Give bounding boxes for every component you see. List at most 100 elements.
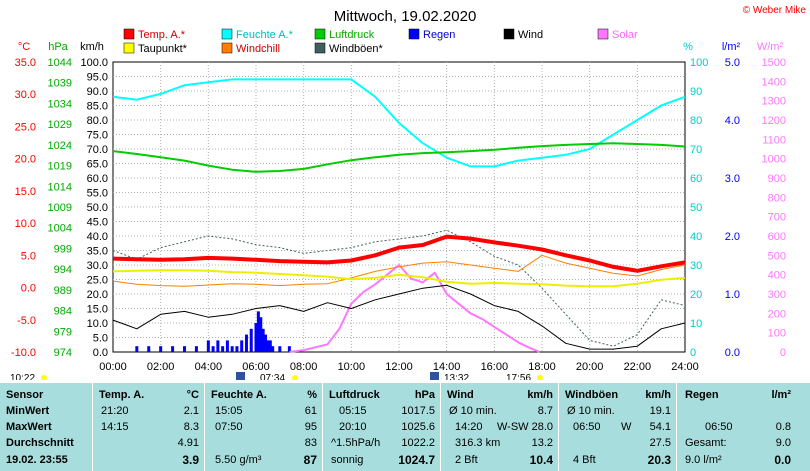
gusts-max-time: 06:50 bbox=[573, 421, 601, 433]
wind-beaufort: 2 Bft bbox=[455, 454, 478, 466]
legend-swatch-8 bbox=[314, 42, 326, 54]
wind-current-value: 10.4 bbox=[529, 453, 553, 467]
pressure-tick-label: 1029 bbox=[48, 119, 72, 131]
temp-current-value: 3.9 bbox=[182, 453, 199, 467]
wind-tick-label: 40.0 bbox=[87, 231, 108, 243]
humidity-tick-label: 40 bbox=[690, 231, 702, 243]
wind-distance: 316.3 km bbox=[455, 437, 501, 449]
dewpoint-line bbox=[112, 269, 686, 288]
wind-tick-label: 95.0 bbox=[87, 72, 108, 84]
x-tick-label: 02:00 bbox=[147, 361, 175, 373]
wind-tick-label: 15.0 bbox=[87, 304, 108, 316]
wind-max-time: 14:20 bbox=[455, 421, 483, 433]
humidity-tick-label: 90 bbox=[690, 86, 702, 98]
wind-tick-label: 55.0 bbox=[87, 188, 108, 200]
temp-tick-label: -5.0 bbox=[17, 315, 36, 327]
rain-bar bbox=[147, 346, 151, 352]
rain-unit: l/m² bbox=[771, 389, 791, 401]
wind-unit: km/h bbox=[527, 389, 553, 401]
solar-tick-label: 800 bbox=[768, 192, 786, 204]
solar-tick-label: 600 bbox=[768, 231, 786, 243]
rain-tick-label: 0.0 bbox=[725, 347, 740, 359]
wind-tick-label: 25.0 bbox=[87, 275, 108, 287]
wind-tick-label: 35.0 bbox=[87, 246, 108, 258]
rain-bar bbox=[256, 311, 260, 352]
rain-bar bbox=[266, 340, 270, 352]
pressure-max-time: 20:10 bbox=[339, 421, 367, 433]
solar-tick-label: 1300 bbox=[762, 96, 786, 108]
temp-tick-label: 5.0 bbox=[21, 250, 36, 262]
rain-max-value: 0.8 bbox=[775, 421, 791, 433]
wind-tick-label: 10.0 bbox=[87, 318, 108, 330]
rain-header: Regen bbox=[685, 389, 719, 401]
humidity-tick-label: 20 bbox=[690, 289, 702, 301]
rain-bar bbox=[230, 346, 234, 352]
solar-tick-label: 200 bbox=[768, 308, 786, 320]
legend-swatch-5 bbox=[597, 28, 609, 40]
humidity-average-value: 83 bbox=[304, 437, 317, 449]
legend-label-0: Temp. A.* bbox=[138, 29, 186, 41]
legend-label-8: Windböen* bbox=[329, 43, 384, 55]
wind-tick-label: 80.0 bbox=[87, 115, 108, 127]
solar-tick-label: 1400 bbox=[762, 76, 786, 88]
rain-bar bbox=[278, 346, 282, 352]
rain-tick-label: 4.0 bbox=[725, 115, 740, 127]
temp-max-time: 14:15 bbox=[101, 421, 129, 433]
legend-label-7: Windchill bbox=[236, 43, 280, 55]
pressure-tick-label: 974 bbox=[54, 347, 72, 359]
rain-tick-label: 5.0 bbox=[725, 57, 740, 69]
rain-bar bbox=[261, 328, 265, 352]
rain-bar bbox=[259, 317, 263, 352]
gusts-max-direction: W bbox=[621, 421, 632, 433]
rain-bar bbox=[206, 340, 210, 352]
wind-max-value: 28.0 bbox=[531, 421, 553, 433]
rain-total-value: 9.0 bbox=[775, 437, 791, 449]
wind-unit-label: km/h bbox=[80, 41, 104, 53]
pressure-unit-label: hPa bbox=[48, 41, 68, 53]
humidity-min-time: 15:05 bbox=[215, 405, 243, 417]
gusts-max-value: 54.1 bbox=[649, 421, 671, 433]
solar-tick-label: 0 bbox=[780, 347, 786, 359]
pressure-unit: hPa bbox=[414, 389, 435, 401]
wind-tick-label: 90.0 bbox=[87, 86, 108, 98]
humidity-header: Feuchte A. bbox=[211, 389, 267, 401]
rain-bar bbox=[287, 346, 291, 352]
humidity-tick-label: 70 bbox=[690, 144, 702, 156]
wind-header: Wind bbox=[447, 389, 474, 401]
pressure-line bbox=[112, 142, 686, 173]
pressure-tick-label: 979 bbox=[54, 326, 72, 338]
rain-month-total: 9.0 l/m² bbox=[685, 454, 722, 466]
temp-tick-label: 0.0 bbox=[21, 283, 36, 295]
solar-tick-label: 400 bbox=[768, 270, 786, 282]
windchill-line bbox=[112, 254, 686, 287]
x-tick-label: 08:00 bbox=[290, 361, 318, 373]
legend-label-1: Feuchte A.* bbox=[236, 29, 294, 41]
rain-bar bbox=[254, 323, 258, 352]
x-tick-label: 18:00 bbox=[528, 361, 556, 373]
temp-column: Temp. A. °C 21:20 2.1 14:15 8.3 4.91 3.9 bbox=[92, 383, 205, 471]
pressure-tick-label: 1004 bbox=[48, 223, 72, 235]
statistics-table: Sensor MinWert MaxWert Durchschnitt 19.0… bbox=[0, 383, 810, 471]
copyright-label: © Weber Mike bbox=[743, 5, 807, 16]
solar-tick-label: 700 bbox=[768, 212, 786, 224]
wind-max-direction: W-SW bbox=[497, 421, 529, 433]
wind-tick-label: 75.0 bbox=[87, 130, 108, 142]
wind-line bbox=[112, 284, 686, 350]
rain-column: Regen l/m² 06:50 0.8 Gesamt: 9.0 9.0 l/m… bbox=[676, 383, 797, 471]
legend-label-2: Luftdruck bbox=[329, 29, 375, 41]
pressure-tick-label: 1009 bbox=[48, 202, 72, 214]
row-label-current: 19.02. 23:55 bbox=[6, 454, 68, 466]
legend-label-5: Solar bbox=[612, 29, 638, 41]
wind-column: Wind km/h Ø 10 min. 8.7 14:20 W-SW 28.0 … bbox=[440, 383, 559, 471]
gusts-avg10-label: Ø 10 min. bbox=[567, 405, 615, 417]
rain-tick-label: 2.0 bbox=[725, 231, 740, 243]
gusts-avg10-value: 19.1 bbox=[649, 405, 671, 417]
solar-tick-label: 500 bbox=[768, 250, 786, 262]
wind-tick-label: 0.0 bbox=[93, 347, 108, 359]
solar-tick-label: 1000 bbox=[762, 154, 786, 166]
pressure-max-value: 1025.6 bbox=[401, 421, 435, 433]
solar-tick-label: 1200 bbox=[762, 115, 786, 127]
sunrise-label: 07:34 bbox=[260, 373, 285, 380]
axis-unit-headers: °C hPa km/h % l/m² W/m² bbox=[18, 41, 784, 53]
sunrise-left-label: 10:22 bbox=[10, 373, 35, 380]
